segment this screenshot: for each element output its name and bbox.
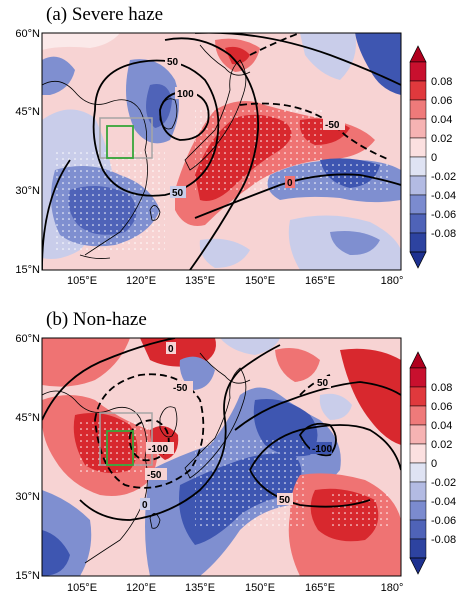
colorbar-label: -0.08 xyxy=(431,534,456,546)
colorbar-label: -0.06 xyxy=(431,515,456,527)
lon-tick: 150°E xyxy=(245,582,275,594)
colorbar-label: -0.06 xyxy=(431,209,456,221)
lon-tick: 165°E xyxy=(305,275,335,287)
panel-a-title: (a) Severe haze xyxy=(46,4,164,25)
lat-tick: 30°N xyxy=(15,185,40,197)
panel-b-colorbar xyxy=(409,351,427,575)
lon-tick: 165°E xyxy=(305,582,335,594)
colorbar-label: 0.04 xyxy=(431,114,452,126)
panel-a-map xyxy=(42,33,401,270)
contour-label: 50 xyxy=(279,495,291,506)
contour-label: -100 xyxy=(148,444,168,455)
panel-b-colorbar-labels: 0.08 0.06 0.04 0.02 0 -0.02 -0.04 -0.06 … xyxy=(431,382,456,546)
lat-tick: 60°N xyxy=(15,333,40,345)
colorbar-label: 0 xyxy=(431,458,437,470)
colorbar-label: 0.04 xyxy=(431,420,452,432)
panel-b-map xyxy=(42,338,401,576)
lat-tick: 30°N xyxy=(15,491,40,503)
contour-label: 0 xyxy=(142,500,148,511)
colorbar-label: 0.02 xyxy=(431,439,452,451)
colorbar-label: -0.02 xyxy=(431,171,456,183)
panel-a-colorbar xyxy=(409,45,427,269)
panel-b-title: (b) Non-haze xyxy=(46,309,147,330)
lon-tick: 150°E xyxy=(245,275,275,287)
colorbar-label: -0.08 xyxy=(431,228,456,240)
colorbar-label: -0.02 xyxy=(431,477,456,489)
contour-label: -50 xyxy=(173,383,188,394)
lon-tick: 135°E xyxy=(185,582,215,594)
lat-tick: 45°N xyxy=(15,106,40,118)
colorbar-label: 0 xyxy=(431,152,437,164)
contour-label: -50 xyxy=(325,120,340,131)
lon-tick: 105°E xyxy=(67,582,97,594)
panel-a-contour-labels: 50 100 -50 50 0 xyxy=(165,55,345,199)
lat-tick: 15°N xyxy=(15,570,40,582)
contour-label: 50 xyxy=(167,57,179,68)
colorbar-label: -0.04 xyxy=(431,496,456,508)
lon-tick: 105°E xyxy=(67,275,97,287)
contour-label: 50 xyxy=(172,188,184,199)
panel-b-lon-ticks: 105°E 120°E 135°E 150°E 165°E 180° xyxy=(67,582,403,594)
colorbar-label: 0.08 xyxy=(431,382,452,394)
contour-label: -50 xyxy=(147,470,162,481)
contour-label: 50 xyxy=(317,378,329,389)
lat-tick: 60°N xyxy=(15,28,40,40)
lat-tick: 15°N xyxy=(15,264,40,276)
panel-a-colorbar-labels: 0.08 0.06 0.04 0.02 0 -0.02 -0.04 -0.06 … xyxy=(431,76,456,240)
panel-a-lat-ticks: 60°N 45°N 30°N 15°N xyxy=(15,28,40,276)
contour-label: 100 xyxy=(177,89,194,100)
contour-label: 0 xyxy=(287,178,293,189)
colorbar-label: 0.02 xyxy=(431,133,452,145)
colorbar-label: -0.04 xyxy=(431,190,456,202)
lon-tick: 120°E xyxy=(126,275,156,287)
lat-tick: 45°N xyxy=(15,412,40,424)
panel-b-lat-ticks: 60°N 45°N 30°N 15°N xyxy=(15,333,40,582)
panel-b-contour-labels: 0 -50 -100 -50 0 50 -100 50 xyxy=(140,342,332,511)
colorbar-label: 0.06 xyxy=(431,401,452,413)
contour-label: 0 xyxy=(168,344,174,355)
colorbar-label: 0.08 xyxy=(431,76,452,88)
lon-tick: 180° xyxy=(381,582,404,594)
panel-a-lon-ticks: 105°E 120°E 135°E 150°E 165°E 180° xyxy=(67,275,403,287)
lon-tick: 120°E xyxy=(126,582,156,594)
colorbar-label: 0.06 xyxy=(431,95,452,107)
contour-label: -100 xyxy=(312,444,332,455)
lon-tick: 180° xyxy=(381,275,404,287)
panel-b-frame xyxy=(41,337,402,577)
lon-tick: 135°E xyxy=(185,275,215,287)
panel-a-frame xyxy=(41,32,402,271)
